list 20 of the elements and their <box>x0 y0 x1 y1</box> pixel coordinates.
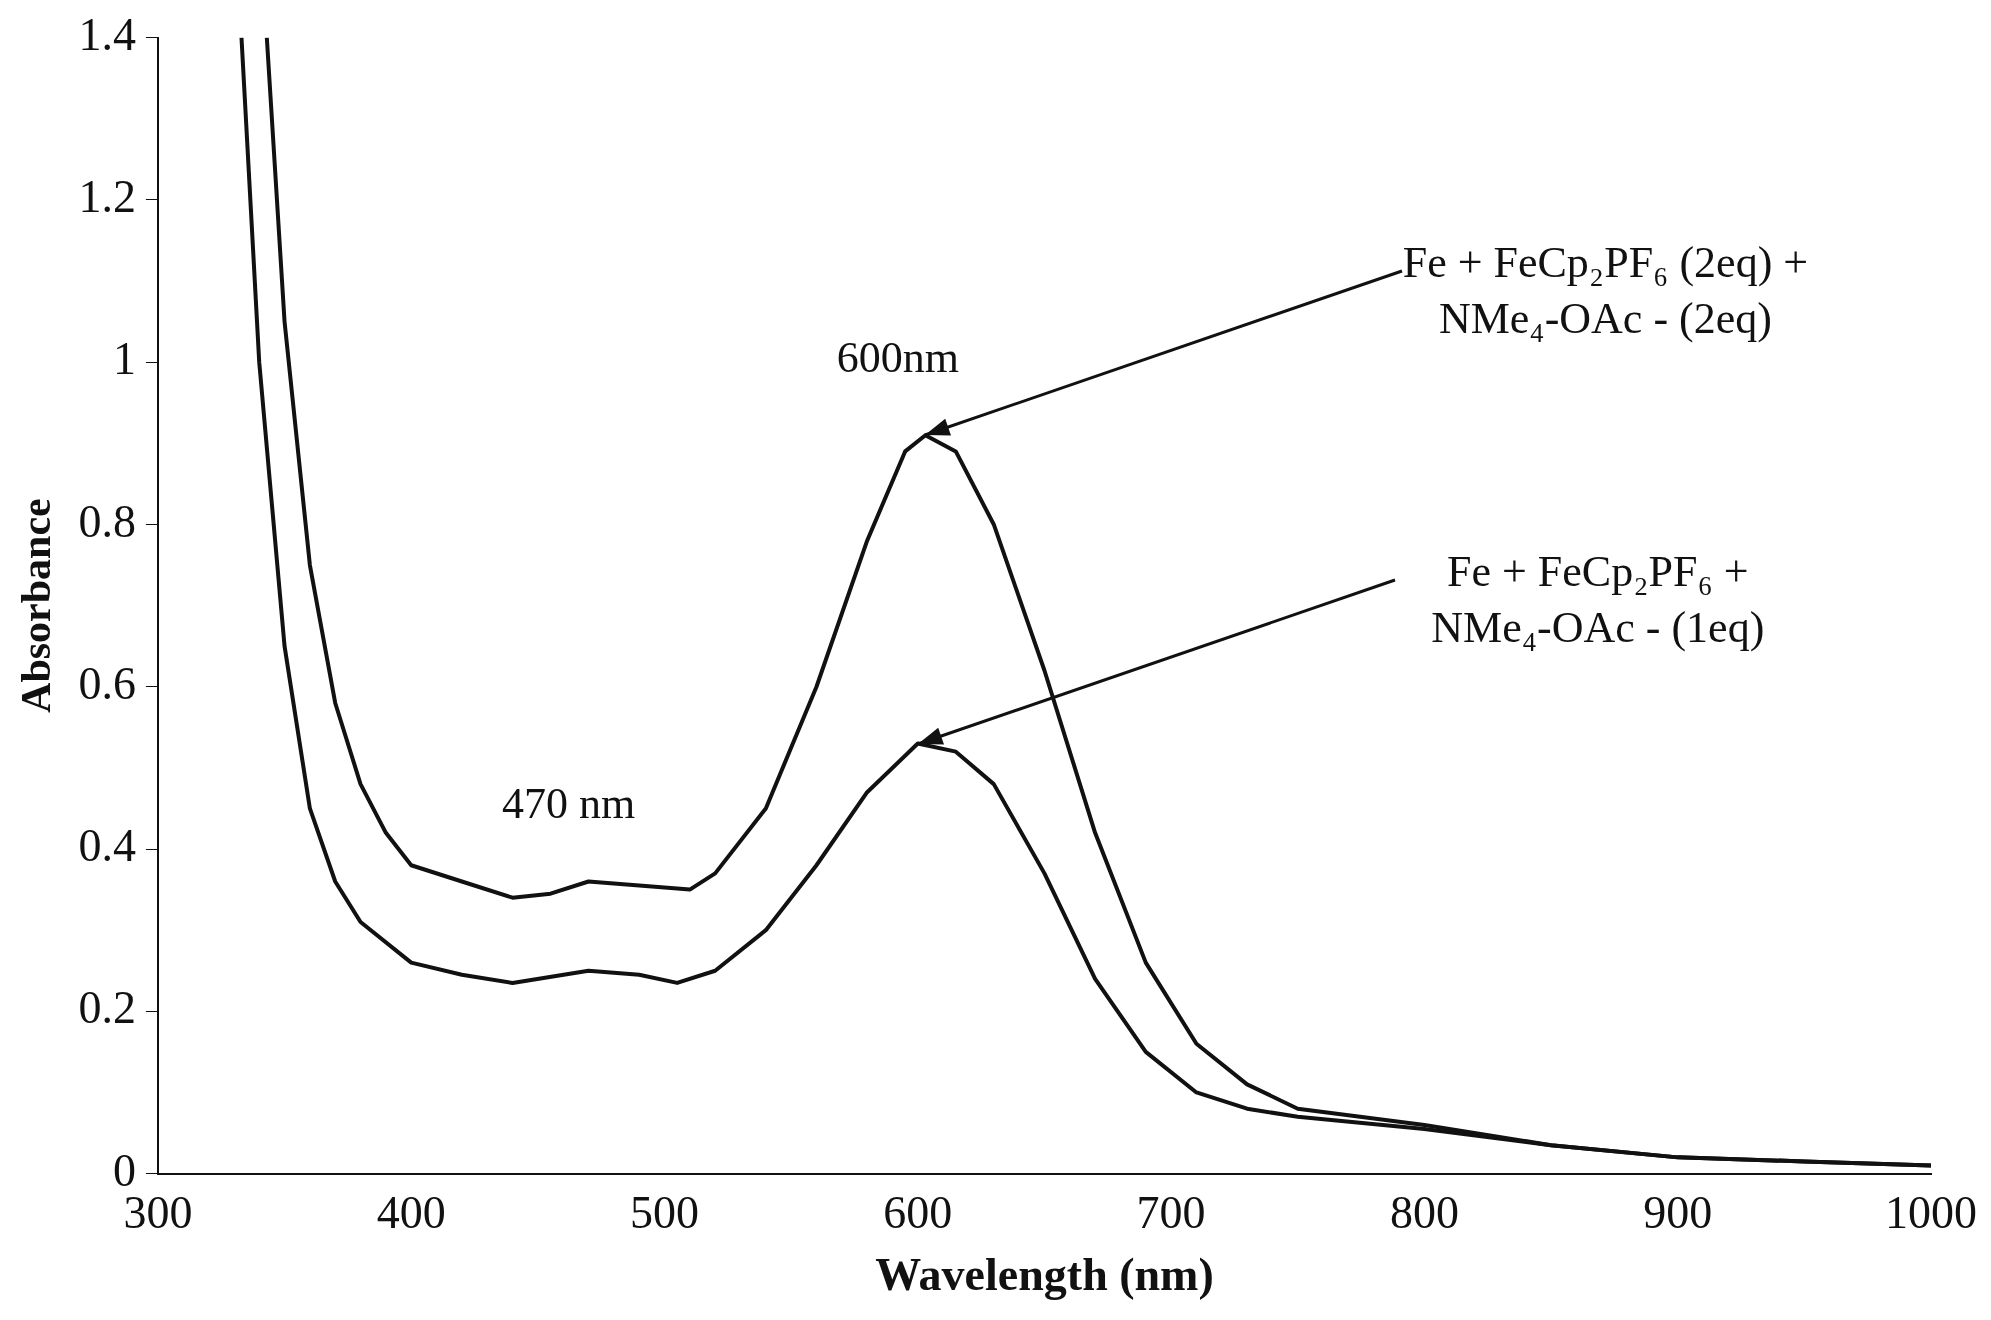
y-tick-label: 0.6 <box>78 657 136 709</box>
x-tick-label: 600 <box>883 1187 953 1239</box>
y-tick-label: 1.4 <box>78 8 136 60</box>
annotation: 600nm <box>836 332 959 382</box>
annotation: Fe + FeCp₂PF₆ (2eq) + NMe₄-OAc - (2eq) <box>1401 237 1810 346</box>
y-tick-label: 0.4 <box>78 820 136 872</box>
x-tick-label: 900 <box>1643 1187 1713 1239</box>
x-tick-label: 800 <box>1389 1187 1459 1239</box>
x-tick-label: 400 <box>376 1187 446 1239</box>
annotation: 470 nm <box>501 779 636 829</box>
y-tick-label: 0.2 <box>78 982 136 1034</box>
y-tick-label: 0.8 <box>78 495 136 547</box>
x-axis-title: Wavelength (nm) <box>875 1249 1214 1301</box>
y-tick-label: 1 <box>112 333 136 385</box>
y-axis-title: Absorbance <box>13 498 60 713</box>
y-tick-label: 1.2 <box>78 170 136 222</box>
x-tick-label: 700 <box>1136 1187 1206 1239</box>
x-tick-label: 500 <box>630 1187 699 1239</box>
x-tick-label: 1000 <box>1885 1187 1977 1239</box>
annotation: Fe + FeCp₂PF₆ + NMe₄-OAc - (1eq) <box>1430 545 1766 654</box>
